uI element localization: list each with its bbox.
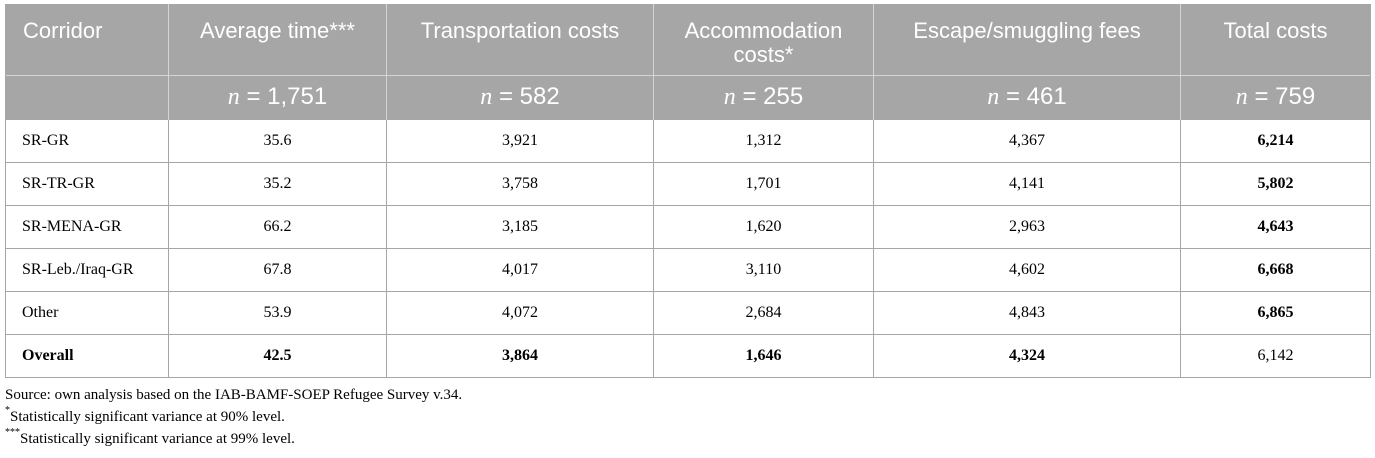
cell-accommodation: 1,620 (653, 204, 874, 249)
cell-transportation: 3,185 (386, 204, 654, 249)
cell-corridor: SR-Leb./Iraq-GR (5, 247, 169, 292)
cell-corridor: Overall (5, 333, 169, 378)
header-escape-fees: Escape/smuggling fees (873, 4, 1181, 75)
cell-transportation: 4,072 (386, 290, 654, 335)
n-symbol: n (987, 83, 1000, 110)
cell-average-time: 42.5 (168, 333, 387, 378)
cell-accommodation: 3,110 (653, 247, 874, 292)
header-average-time: Average time*** (168, 4, 387, 75)
cell-corridor: SR-TR-GR (5, 161, 169, 206)
cell-accommodation: 1,646 (653, 333, 874, 378)
table-row-overall: Overall 42.5 3,864 1,646 4,324 6,142 (5, 333, 1371, 378)
n-cell-accommodation: n = 255 (653, 74, 874, 119)
cell-total: 6,865 (1180, 290, 1371, 335)
data-table-container: Corridor Average time*** Transportation … (5, 4, 1371, 378)
cell-average-time: 35.6 (168, 118, 387, 163)
cell-average-time: 66.2 (168, 204, 387, 249)
footnote-text: Statistically significant variance at 90… (10, 409, 285, 425)
cell-corridor: SR-GR (5, 118, 169, 163)
table-notes: Source: own analysis based on the IAB-BA… (5, 384, 1205, 450)
cell-transportation: 3,921 (386, 118, 654, 163)
header-transportation-costs: Transportation costs (386, 4, 654, 75)
header-accommodation-costs: Accommodation costs* (653, 4, 874, 75)
n-symbol: n (480, 83, 493, 110)
footnote-99: ***Statistically significant variance at… (5, 428, 1205, 450)
n-cell-escape-fees: n = 461 (873, 74, 1181, 119)
table-row: SR-GR 35.6 3,921 1,312 4,367 6,214 (5, 118, 1371, 163)
n-symbol: n (227, 83, 240, 110)
n-symbol: n (723, 83, 736, 110)
header-row: Corridor Average time*** Transportation … (5, 4, 1371, 75)
table-row: SR-MENA-GR 66.2 3,185 1,620 2,963 4,643 (5, 204, 1371, 249)
footnote-mark: *** (5, 427, 20, 438)
cell-average-time: 53.9 (168, 290, 387, 335)
cell-corridor: SR-MENA-GR (5, 204, 169, 249)
n-cell-corridor (5, 74, 169, 119)
cell-total: 6,214 (1180, 118, 1371, 163)
footnote-90: *Statistically significant variance at 9… (5, 406, 1205, 428)
cell-total: 5,802 (1180, 161, 1371, 206)
header-corridor: Corridor (5, 4, 169, 75)
footnote-text: Statistically significant variance at 99… (20, 431, 295, 447)
table-row: Other 53.9 4,072 2,684 4,843 6,865 (5, 290, 1371, 335)
cell-transportation: 4,017 (386, 247, 654, 292)
n-cell-total: n = 759 (1180, 74, 1371, 119)
cell-total: 6,668 (1180, 247, 1371, 292)
source-note: Source: own analysis based on the IAB-BA… (5, 387, 463, 403)
header-total-costs: Total costs (1180, 4, 1371, 75)
cell-escape-fees: 4,843 (873, 290, 1181, 335)
n-value: = 1,751 (246, 82, 328, 110)
cell-escape-fees: 4,367 (873, 118, 1181, 163)
cell-escape-fees: 4,324 (873, 333, 1181, 378)
cell-escape-fees: 2,963 (873, 204, 1181, 249)
cell-corridor: Other (5, 290, 169, 335)
footnote-mark: * (5, 405, 10, 416)
table-row: SR-TR-GR 35.2 3,758 1,701 4,141 5,802 (5, 161, 1371, 206)
n-symbol: n (1235, 83, 1248, 110)
cell-total: 6,142 (1180, 333, 1371, 378)
n-value: = 255 (742, 82, 804, 110)
n-cell-average-time: n = 1,751 (168, 74, 387, 119)
n-value: = 759 (1254, 82, 1316, 110)
costs-table: Corridor Average time*** Transportation … (5, 4, 1371, 378)
sample-size-row: n = 1,751 n = 582 n = 255 n = 461 n = 75… (5, 74, 1371, 119)
cell-average-time: 35.2 (168, 161, 387, 206)
n-value: = 461 (1005, 82, 1067, 110)
n-cell-transportation: n = 582 (386, 74, 654, 119)
cell-total: 4,643 (1180, 204, 1371, 249)
cell-transportation: 3,864 (386, 333, 654, 378)
cell-accommodation: 1,312 (653, 118, 874, 163)
cell-escape-fees: 4,602 (873, 247, 1181, 292)
cell-transportation: 3,758 (386, 161, 654, 206)
cell-accommodation: 1,701 (653, 161, 874, 206)
n-value: = 582 (498, 82, 560, 110)
table-row: SR-Leb./Iraq-GR 67.8 4,017 3,110 4,602 6… (5, 247, 1371, 292)
cell-escape-fees: 4,141 (873, 161, 1181, 206)
cell-accommodation: 2,684 (653, 290, 874, 335)
cell-average-time: 67.8 (168, 247, 387, 292)
